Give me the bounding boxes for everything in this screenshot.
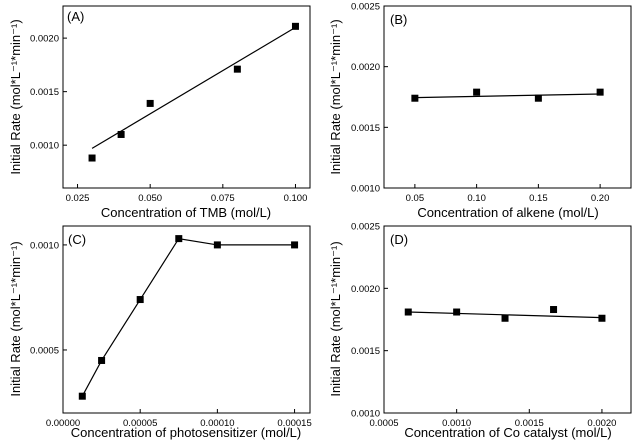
fit-line xyxy=(414,93,601,99)
data-point xyxy=(404,308,412,316)
y-tick-label: 0.0015 xyxy=(30,87,59,98)
x-axis-label: Concentration of TMB (mol/L) xyxy=(101,205,271,220)
x-tick-label: 0.025 xyxy=(66,193,90,204)
series-line xyxy=(81,237,295,397)
data-point xyxy=(534,94,542,102)
plot-frame xyxy=(62,5,311,189)
y-tick-label: 0.0010 xyxy=(351,409,380,420)
data-point xyxy=(550,306,558,314)
y-tick-label: 0.0010 xyxy=(30,141,59,152)
data-point xyxy=(78,392,86,400)
data-point xyxy=(453,308,461,316)
x-tick-label: 0.20 xyxy=(591,193,610,204)
panel-b: (B) Concentration of alkene (mol/L) Init… xyxy=(328,2,632,220)
plot-frame xyxy=(383,5,632,189)
data-point xyxy=(233,65,241,73)
x-tick-label: 0.00005 xyxy=(123,418,157,429)
y-axis-label: Initial Rate (mol*L⁻¹*min⁻¹) xyxy=(8,19,23,174)
y-axis-label: Initial Rate (mol*L⁻¹*min⁻¹) xyxy=(328,19,343,174)
data-point xyxy=(98,356,106,364)
y-tick-label: 0.0020 xyxy=(351,62,380,73)
x-axis-label: Concentration of alkene (mol/L) xyxy=(417,205,598,220)
data-point xyxy=(501,314,509,322)
y-tick-label: 0.0015 xyxy=(351,346,380,357)
panel-c: (C) Concentration of photosensitizer (mo… xyxy=(8,225,312,440)
data-point xyxy=(596,88,604,96)
y-tick-label: 0.0010 xyxy=(351,184,380,195)
y-axis-label: Initial Rate (mol*L⁻¹*min⁻¹) xyxy=(328,241,343,396)
data-point xyxy=(175,235,183,243)
data-point xyxy=(88,154,96,162)
data-point xyxy=(213,241,221,249)
data-point xyxy=(598,314,606,322)
x-tick-label: 0.05 xyxy=(406,193,425,204)
y-tick-label: 0.0005 xyxy=(30,345,59,356)
panel-a: (A) Concentration of TMB (mol/L) Initial… xyxy=(8,5,311,220)
x-tick-label: 0.0020 xyxy=(587,418,616,429)
y-tick-label: 0.0025 xyxy=(351,2,380,13)
panel-label: (A) xyxy=(67,9,84,24)
panel-label: (B) xyxy=(390,12,407,27)
y-tick-label: 0.0025 xyxy=(351,222,380,233)
fit-line xyxy=(91,26,296,149)
x-tick-label: 0.00000 xyxy=(46,418,80,429)
data-point xyxy=(473,88,481,96)
x-tick-label: 0.00015 xyxy=(277,418,311,429)
plot-frame xyxy=(62,225,311,414)
x-tick-label: 0.075 xyxy=(211,193,235,204)
y-tick-label: 0.0010 xyxy=(30,240,59,251)
y-tick-label: 0.0020 xyxy=(30,34,59,45)
x-tick-label: 0.100 xyxy=(284,193,308,204)
panel-label: (D) xyxy=(390,232,408,247)
x-tick-label: 0.15 xyxy=(529,193,548,204)
panel-d: (D) Concentration of Co catalyst (mol/L)… xyxy=(328,222,632,440)
data-point xyxy=(136,296,144,304)
data-point xyxy=(146,99,154,107)
y-tick-label: 0.0015 xyxy=(351,123,380,134)
x-tick-label: 0.0005 xyxy=(369,418,398,429)
panel-label: (C) xyxy=(68,232,86,247)
x-tick-label: 0.050 xyxy=(138,193,162,204)
x-tick-label: 0.0010 xyxy=(442,418,471,429)
x-axis-label: Concentration of Co catalyst (mol/L) xyxy=(404,425,611,440)
data-point xyxy=(411,94,419,102)
data-point xyxy=(291,241,299,249)
x-tick-label: 0.10 xyxy=(467,193,486,204)
plot-frame xyxy=(383,225,632,414)
data-point xyxy=(117,130,125,138)
y-axis-label: Initial Rate (mol*L⁻¹*min⁻¹) xyxy=(8,241,23,396)
x-tick-label: 0.00010 xyxy=(200,418,234,429)
y-tick-label: 0.0020 xyxy=(351,284,380,295)
data-point xyxy=(291,22,299,30)
x-axis-label: Concentration of photosensitizer (mol/L) xyxy=(71,425,302,440)
x-tick-label: 0.0015 xyxy=(515,418,544,429)
